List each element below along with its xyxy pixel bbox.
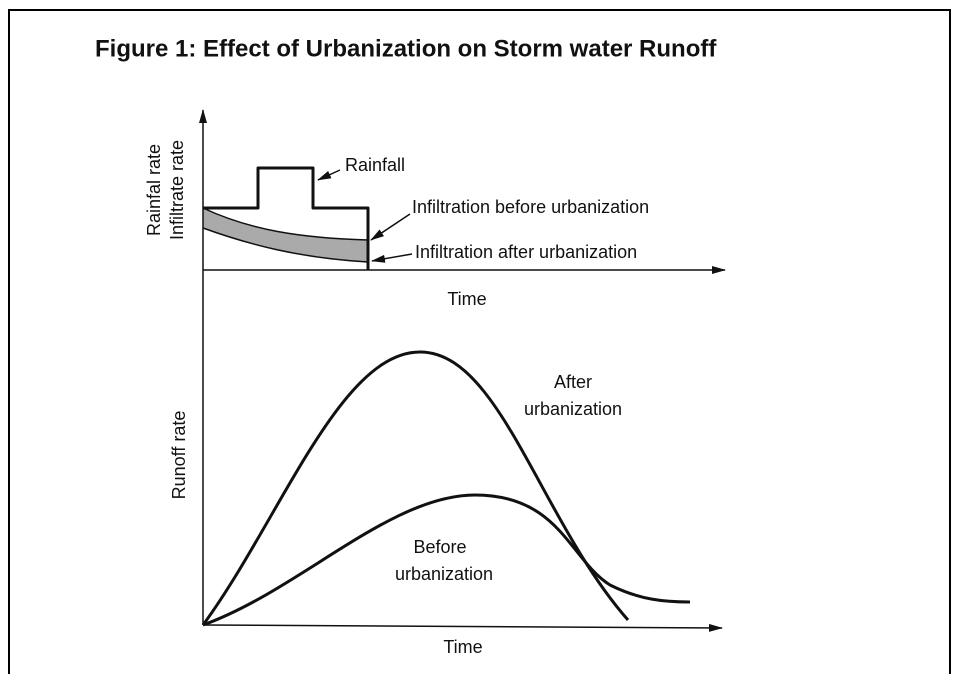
frame xyxy=(8,9,951,674)
annotation: Infiltration after urbanization xyxy=(415,242,637,262)
infiltration-after-curve xyxy=(202,227,369,263)
pointer xyxy=(370,213,411,241)
infiltration-band xyxy=(203,208,368,262)
infiltration-before-curve xyxy=(202,207,369,241)
x-label: Time xyxy=(447,289,486,309)
bottom-x-axis xyxy=(202,623,723,632)
pointer xyxy=(317,169,341,181)
x-label: Time xyxy=(443,637,482,657)
annotation: urbanization xyxy=(395,564,493,584)
annotation: Before xyxy=(413,537,466,557)
rainfall-step xyxy=(203,166,370,270)
y-label: Rainfal rate xyxy=(144,144,164,236)
pointer xyxy=(371,253,413,263)
annotation: After xyxy=(554,372,592,392)
y-label: Runoff rate xyxy=(169,411,189,500)
y-label: Infiltrate rate xyxy=(167,140,187,240)
after-curve xyxy=(201,350,630,626)
title: Figure 1: Effect of Urbanization on Stor… xyxy=(95,35,717,62)
annotation: Infiltration before urbanization xyxy=(412,197,649,217)
annotation: Rainfall xyxy=(345,155,405,175)
annotation: urbanization xyxy=(524,399,622,419)
before-curve xyxy=(202,493,691,627)
